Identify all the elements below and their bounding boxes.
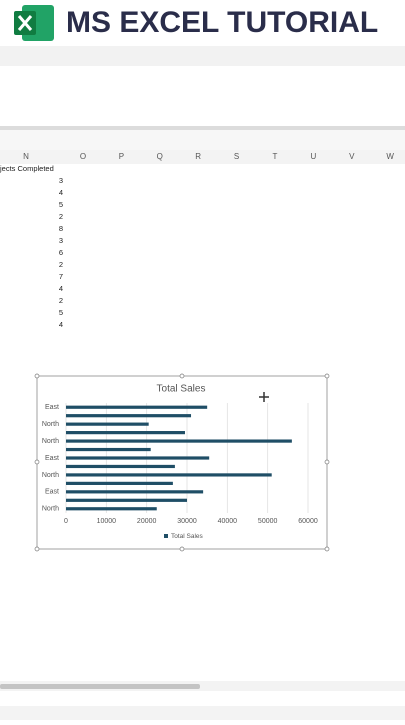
- selection-handle: [324, 373, 330, 379]
- x-tick-label: 30000: [177, 518, 197, 525]
- excel-logo: [14, 5, 54, 41]
- y-tick-label: East: [45, 489, 59, 496]
- ribbon-tabs: [0, 46, 405, 66]
- column-letter: R: [195, 152, 201, 161]
- x-tick-label: 10000: [97, 518, 117, 525]
- y-tick-label: East: [45, 404, 59, 411]
- y-tick-label: East: [45, 455, 59, 462]
- bar: [66, 414, 192, 418]
- formula-bar: [0, 130, 405, 150]
- y-tick-label: North: [42, 438, 59, 445]
- column-letter: U: [311, 152, 317, 161]
- banner: [0, 0, 405, 46]
- column-header-row: [0, 150, 405, 164]
- bar: [66, 439, 292, 443]
- selection-handle: [34, 459, 40, 465]
- ribbon: [0, 66, 405, 126]
- selection-handles: [34, 373, 330, 552]
- bar: [66, 481, 173, 485]
- scroll-track: [0, 681, 405, 691]
- y-tick-label: North: [42, 421, 59, 428]
- x-tick-label: 20000: [137, 518, 157, 525]
- cell: 3: [59, 236, 63, 245]
- column-letter: N: [23, 152, 29, 161]
- selection-handle: [34, 546, 40, 552]
- cell: 4: [59, 188, 63, 197]
- x-tick-label: 50000: [258, 518, 278, 525]
- selection-handle: [324, 459, 330, 465]
- x-tick-label: 60000: [298, 518, 318, 525]
- move-cursor: [259, 392, 269, 402]
- column-letter: Q: [157, 152, 163, 161]
- banner-title: MS EXCEL TUTORIAL: [66, 6, 378, 39]
- column-letter: T: [273, 152, 278, 161]
- x-tick-label: 0: [64, 518, 68, 525]
- cell: 2: [59, 260, 63, 269]
- bar: [66, 498, 187, 502]
- cell: 4: [59, 284, 63, 293]
- cell: 3: [59, 176, 63, 185]
- cell: 2: [59, 212, 63, 221]
- column-letter: W: [386, 152, 394, 161]
- bar: [66, 447, 151, 452]
- bar: [66, 422, 149, 426]
- y-tick-label: North: [42, 506, 59, 513]
- selection-handle: [179, 546, 185, 552]
- cell: 5: [59, 200, 63, 209]
- bar: [66, 473, 272, 477]
- bar: [66, 464, 175, 469]
- bar: [66, 507, 157, 511]
- bar: [66, 456, 210, 460]
- selection-handle: [324, 546, 330, 552]
- y-tick-label: North: [42, 472, 59, 479]
- selection-handle: [179, 373, 185, 379]
- scrollbar[interactable]: [0, 684, 200, 689]
- cell: 6: [59, 248, 63, 257]
- cell: jects Completed: [0, 164, 54, 173]
- status-bar: [0, 706, 405, 720]
- cell: 4: [59, 320, 63, 329]
- cell: 2: [59, 296, 63, 305]
- cell: 5: [59, 308, 63, 317]
- bar: [66, 431, 185, 435]
- x-tick-label: 40000: [218, 518, 238, 525]
- chart-title: Total Sales: [157, 384, 206, 395]
- logo-x: [17, 15, 33, 31]
- bar: [66, 405, 208, 409]
- ribbon-border: [0, 126, 405, 130]
- selection-handle: [34, 373, 40, 379]
- cell: 7: [59, 272, 63, 281]
- legend-label: Total Sales: [171, 533, 204, 540]
- cell: 8: [59, 224, 63, 233]
- bar: [66, 490, 204, 494]
- column-letter: O: [80, 152, 86, 161]
- column-letter: S: [234, 152, 239, 161]
- chart-frame[interactable]: [36, 375, 328, 550]
- legend-swatch: [164, 534, 168, 538]
- column-letter: V: [349, 152, 355, 161]
- column-letter: P: [119, 152, 124, 161]
